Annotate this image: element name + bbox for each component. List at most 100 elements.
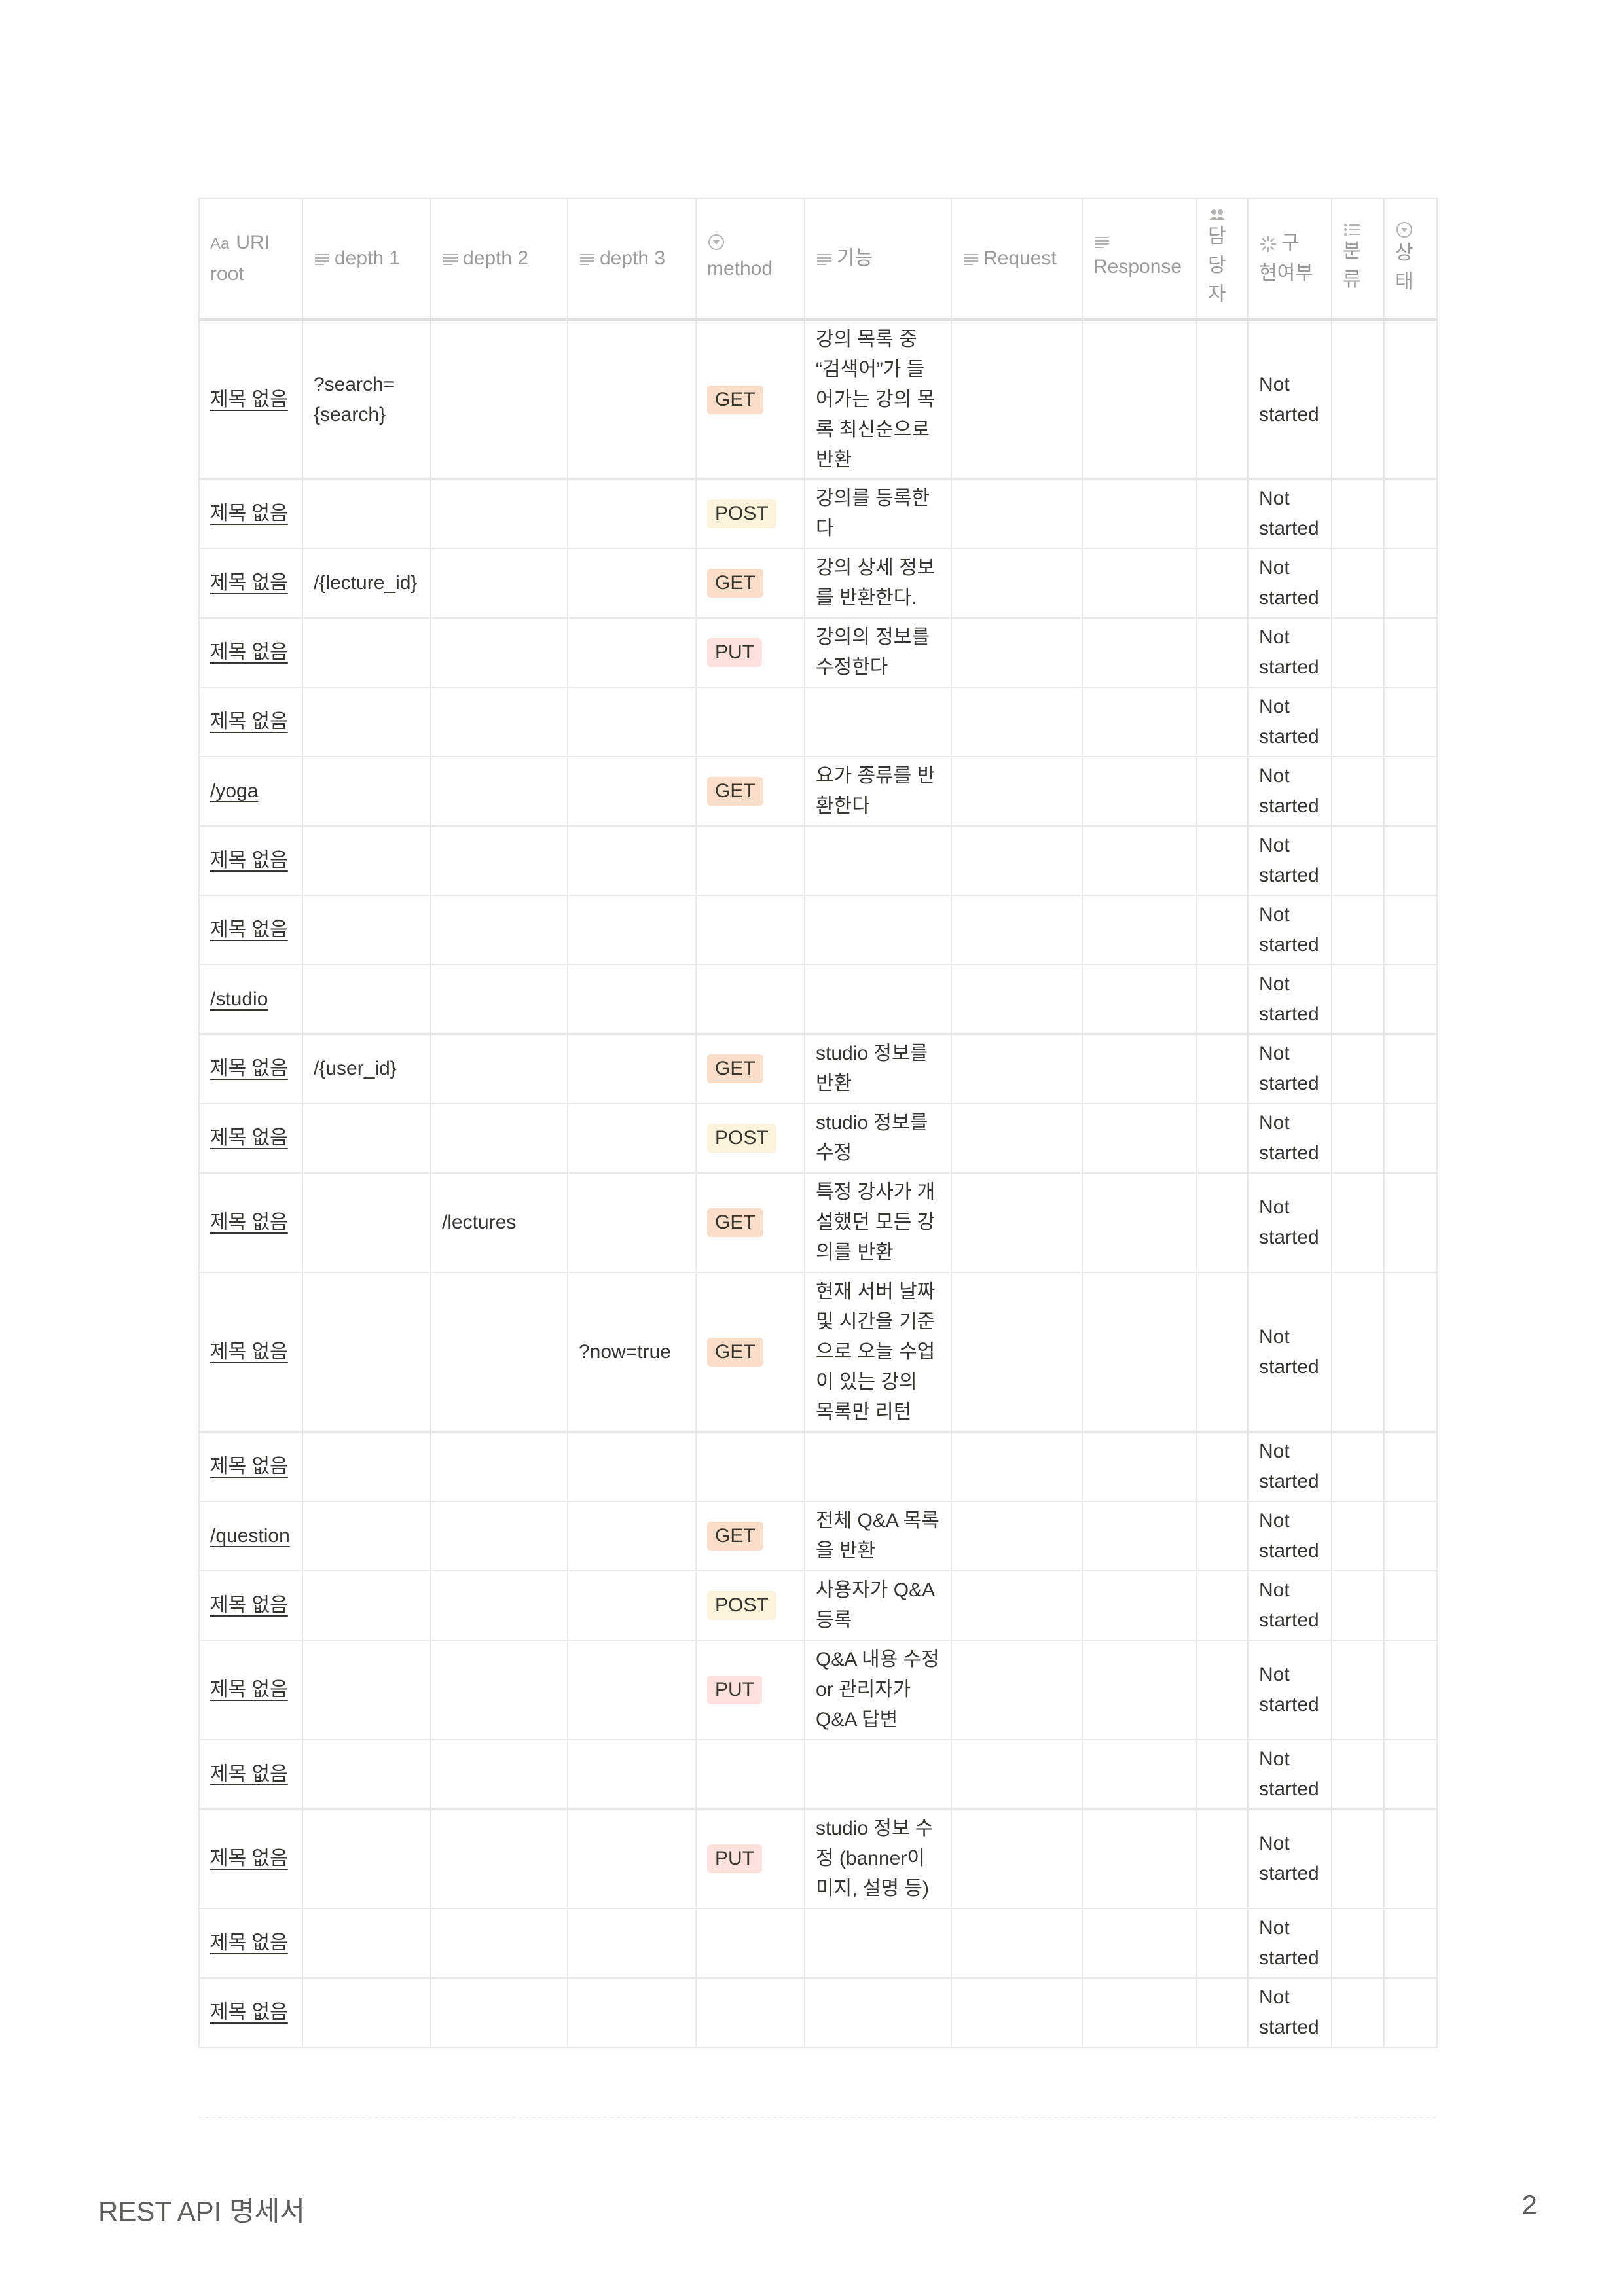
depth2-cell[interactable] xyxy=(430,1033,568,1104)
response-cell[interactable] xyxy=(1082,1501,1197,1571)
table-row[interactable]: /yoga GET 요가 종류를 반환한다 Not started xyxy=(198,756,1438,827)
feature-cell[interactable]: 강의 상세 정보를 반환한다. xyxy=(804,548,952,619)
method-cell[interactable] xyxy=(695,1431,805,1502)
depth1-cell[interactable] xyxy=(302,687,431,757)
depth1-cell[interactable] xyxy=(302,1640,431,1740)
uri-cell[interactable]: 제목 없음 xyxy=(198,1640,303,1740)
depth2-cell[interactable] xyxy=(430,1431,568,1502)
uri-cell[interactable]: 제목 없음 xyxy=(198,548,303,619)
category-cell[interactable] xyxy=(1331,1739,1385,1810)
depth2-cell[interactable] xyxy=(430,825,568,896)
feature-cell[interactable] xyxy=(804,1739,952,1810)
request-cell[interactable] xyxy=(951,1570,1083,1641)
depth1-cell[interactable] xyxy=(302,1272,431,1433)
assignee-cell[interactable] xyxy=(1196,1272,1249,1433)
response-cell[interactable] xyxy=(1082,1172,1197,1273)
category-cell[interactable] xyxy=(1331,1808,1385,1909)
assignee-cell[interactable] xyxy=(1196,1640,1249,1740)
assignee-cell[interactable] xyxy=(1196,1739,1249,1810)
assignee-cell[interactable] xyxy=(1196,687,1249,757)
uri-cell[interactable]: 제목 없음 xyxy=(198,1570,303,1641)
table-row[interactable]: 제목 없음 Not started xyxy=(198,1739,1438,1810)
category-cell[interactable] xyxy=(1331,1501,1385,1571)
uri-cell[interactable]: /studio xyxy=(198,964,303,1035)
page-link[interactable]: 제목 없음 xyxy=(210,1211,288,1233)
category-cell[interactable] xyxy=(1331,825,1385,896)
depth3-cell[interactable] xyxy=(567,1172,697,1273)
assignee-cell[interactable] xyxy=(1196,548,1249,619)
feature-cell[interactable]: 강의의 정보를 수정한다 xyxy=(804,617,952,688)
table-row[interactable]: /question GET 전체 Q&A 목록을 반환 Not started xyxy=(198,1501,1438,1571)
depth3-cell[interactable] xyxy=(567,319,697,480)
uri-cell[interactable]: 제목 없음 xyxy=(198,617,303,688)
table-row[interactable]: 제목 없음 Not started xyxy=(198,1908,1438,1979)
implemented-cell[interactable]: Not started xyxy=(1247,1033,1332,1104)
request-cell[interactable] xyxy=(951,756,1083,827)
uri-cell[interactable]: /question xyxy=(198,1501,303,1571)
table-row[interactable]: 제목 없음/lectures GET 특정 강사가 개설했던 모든 강의를 반환 No… xyxy=(198,1172,1438,1273)
depth2-cell[interactable] xyxy=(430,1501,568,1571)
category-cell[interactable] xyxy=(1331,1640,1385,1740)
header-depth3[interactable]: depth 3 xyxy=(567,198,697,321)
request-cell[interactable] xyxy=(951,548,1083,619)
page-link[interactable]: 제목 없음 xyxy=(210,1127,288,1149)
category-cell[interactable] xyxy=(1331,1908,1385,1979)
status-cell[interactable] xyxy=(1383,1570,1438,1641)
depth1-cell[interactable] xyxy=(302,895,431,965)
method-cell[interactable]: GET xyxy=(695,548,805,619)
page-link[interactable]: 제목 없음 xyxy=(210,919,288,941)
feature-cell[interactable]: Q&A 내용 수정 or 관리자가 Q&A 답변 xyxy=(804,1640,952,1740)
header-request[interactable]: Request xyxy=(951,198,1083,321)
uri-cell[interactable]: 제목 없음 xyxy=(198,825,303,896)
table-row[interactable]: /studio Not started xyxy=(198,964,1438,1035)
implemented-cell[interactable]: Not started xyxy=(1247,1172,1332,1273)
feature-cell[interactable] xyxy=(804,964,952,1035)
depth3-cell[interactable] xyxy=(567,1640,697,1740)
assignee-cell[interactable] xyxy=(1196,319,1249,480)
request-cell[interactable] xyxy=(951,1977,1083,2048)
page-link[interactable]: /yoga xyxy=(210,780,259,802)
uri-cell[interactable]: 제목 없음 xyxy=(198,1172,303,1273)
depth2-cell[interactable] xyxy=(430,1103,568,1174)
depth2-cell[interactable] xyxy=(430,1808,568,1909)
implemented-cell[interactable]: Not started xyxy=(1247,1739,1332,1810)
request-cell[interactable] xyxy=(951,1640,1083,1740)
assignee-cell[interactable] xyxy=(1196,1431,1249,1502)
header-uri-root[interactable]: Aa URI root xyxy=(198,198,303,321)
request-cell[interactable] xyxy=(951,1272,1083,1433)
status-cell[interactable] xyxy=(1383,895,1438,965)
table-row[interactable]: 제목 없음 POST 사용자가 Q&A 등록 Not started xyxy=(198,1570,1438,1641)
depth1-cell[interactable] xyxy=(302,1431,431,1502)
depth3-cell[interactable] xyxy=(567,1739,697,1810)
request-cell[interactable] xyxy=(951,1033,1083,1104)
category-cell[interactable] xyxy=(1331,1172,1385,1273)
depth3-cell[interactable] xyxy=(567,964,697,1035)
header-response[interactable]: Response xyxy=(1082,198,1197,321)
depth1-cell[interactable] xyxy=(302,1172,431,1273)
depth1-cell[interactable] xyxy=(302,617,431,688)
page-link[interactable]: 제목 없음 xyxy=(210,1341,288,1363)
request-cell[interactable] xyxy=(951,687,1083,757)
category-cell[interactable] xyxy=(1331,964,1385,1035)
assignee-cell[interactable] xyxy=(1196,964,1249,1035)
page-link[interactable]: 제목 없음 xyxy=(210,2001,288,2023)
method-cell[interactable]: GET xyxy=(695,756,805,827)
header-depth1[interactable]: depth 1 xyxy=(302,198,431,321)
method-cell[interactable]: PUT xyxy=(695,617,805,688)
table-row[interactable]: 제목 없음 Not started xyxy=(198,895,1438,965)
table-row[interactable]: 제목 없음 PUT Q&A 내용 수정 or 관리자가 Q&A 답변 Not star… xyxy=(198,1640,1438,1740)
implemented-cell[interactable]: Not started xyxy=(1247,1640,1332,1740)
assignee-cell[interactable] xyxy=(1196,825,1249,896)
status-cell[interactable] xyxy=(1383,1431,1438,1502)
request-cell[interactable] xyxy=(951,319,1083,480)
category-cell[interactable] xyxy=(1331,1570,1385,1641)
implemented-cell[interactable]: Not started xyxy=(1247,319,1332,480)
page-link[interactable]: 제목 없음 xyxy=(210,641,288,663)
implemented-cell[interactable]: Not started xyxy=(1247,687,1332,757)
depth2-cell[interactable] xyxy=(430,1640,568,1740)
depth1-cell[interactable] xyxy=(302,964,431,1035)
table-row[interactable]: 제목 없음 /{user_id} GET studio 정보를 반환 Not start… xyxy=(198,1033,1438,1104)
header-method[interactable]: method xyxy=(695,198,805,321)
response-cell[interactable] xyxy=(1082,617,1197,688)
